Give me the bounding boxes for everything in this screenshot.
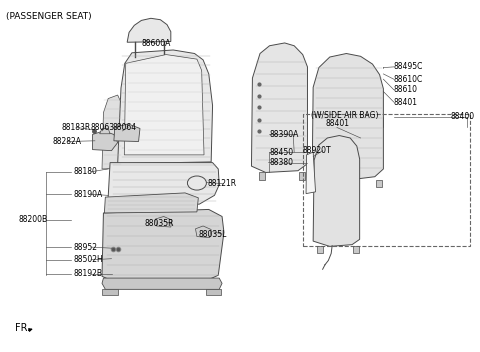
Text: 88121R: 88121R bbox=[208, 179, 237, 188]
Text: 88450: 88450 bbox=[269, 147, 293, 157]
Circle shape bbox=[187, 176, 206, 190]
Polygon shape bbox=[93, 131, 118, 151]
Polygon shape bbox=[102, 278, 222, 289]
Text: 88200B: 88200B bbox=[19, 215, 48, 225]
Polygon shape bbox=[206, 289, 221, 295]
Text: 88282A: 88282A bbox=[52, 137, 81, 146]
Polygon shape bbox=[108, 163, 219, 205]
Polygon shape bbox=[252, 43, 308, 172]
Text: 88400: 88400 bbox=[451, 112, 475, 121]
Polygon shape bbox=[312, 54, 384, 180]
Polygon shape bbox=[195, 226, 211, 238]
Text: 88600A: 88600A bbox=[142, 39, 171, 49]
Polygon shape bbox=[127, 18, 171, 42]
Polygon shape bbox=[156, 216, 172, 227]
Text: FR.: FR. bbox=[15, 323, 30, 333]
Text: 88610C: 88610C bbox=[394, 75, 423, 84]
Text: 88390A: 88390A bbox=[269, 130, 299, 139]
Text: 88063: 88063 bbox=[90, 123, 114, 132]
Polygon shape bbox=[259, 172, 265, 180]
Polygon shape bbox=[124, 55, 204, 155]
Text: 88952: 88952 bbox=[73, 243, 97, 252]
Text: (PASSENGER SEAT): (PASSENGER SEAT) bbox=[6, 12, 91, 21]
Polygon shape bbox=[102, 95, 122, 169]
Text: 88192B: 88192B bbox=[73, 269, 103, 278]
Polygon shape bbox=[376, 180, 382, 187]
Polygon shape bbox=[102, 289, 118, 295]
Polygon shape bbox=[104, 193, 198, 213]
Text: 88180: 88180 bbox=[73, 167, 97, 176]
Polygon shape bbox=[114, 124, 140, 142]
Text: 88190A: 88190A bbox=[73, 190, 103, 199]
Text: 88610: 88610 bbox=[394, 85, 418, 94]
Text: 88380: 88380 bbox=[269, 158, 293, 167]
Text: 88035L: 88035L bbox=[198, 230, 227, 239]
Polygon shape bbox=[317, 246, 323, 253]
Polygon shape bbox=[100, 128, 110, 134]
Text: 88401: 88401 bbox=[394, 98, 418, 107]
Text: 88401: 88401 bbox=[325, 119, 349, 128]
Text: (W/SIDE AIR BAG): (W/SIDE AIR BAG) bbox=[311, 111, 378, 120]
Text: 88495C: 88495C bbox=[394, 62, 423, 71]
Text: 88064: 88064 bbox=[113, 123, 137, 132]
Polygon shape bbox=[299, 172, 305, 180]
Polygon shape bbox=[313, 136, 360, 246]
Polygon shape bbox=[118, 50, 213, 164]
Polygon shape bbox=[317, 180, 324, 187]
Text: 88502H: 88502H bbox=[73, 255, 103, 264]
Text: 88183R: 88183R bbox=[62, 123, 91, 132]
Text: 88920T: 88920T bbox=[303, 146, 331, 155]
Polygon shape bbox=[353, 246, 359, 253]
Text: 88035R: 88035R bbox=[144, 219, 174, 228]
Polygon shape bbox=[102, 209, 224, 282]
Polygon shape bbox=[306, 152, 315, 194]
